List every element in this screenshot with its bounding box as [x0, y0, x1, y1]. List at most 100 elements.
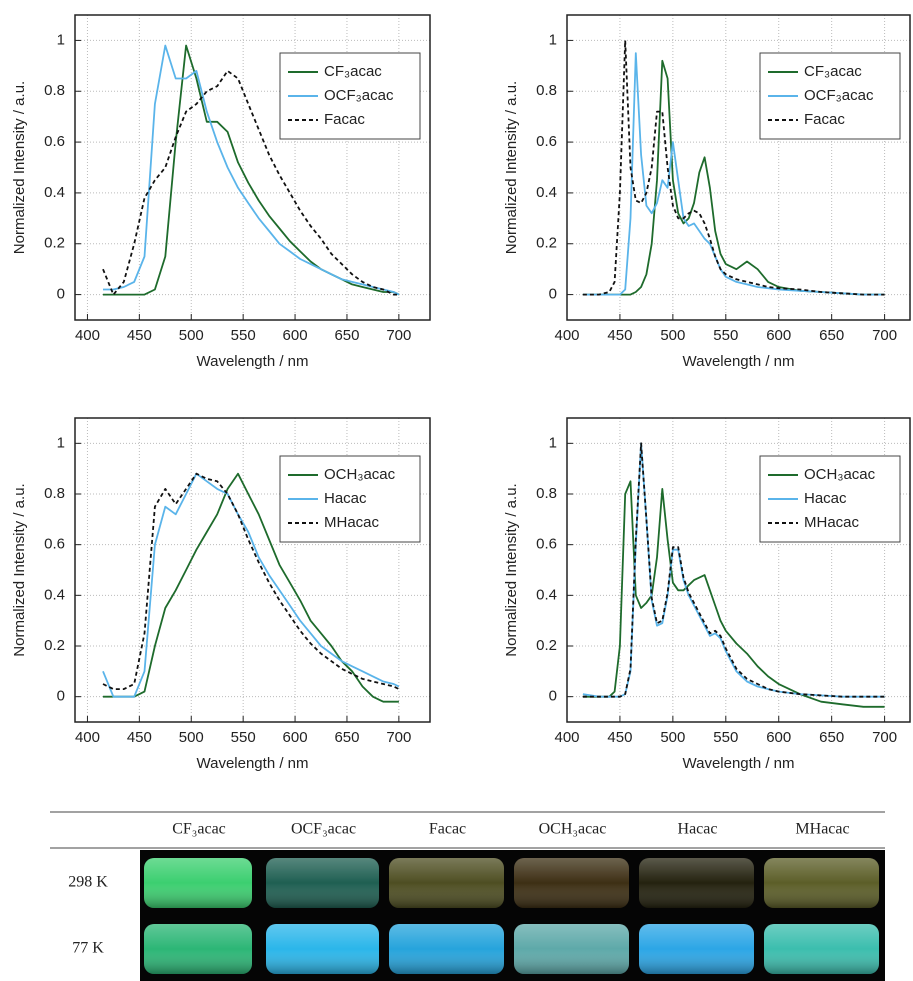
series-line — [582, 480, 885, 708]
legend-box — [279, 455, 421, 543]
x-tick-label: 400 — [554, 729, 579, 746]
y-tick-label: 0.2 — [44, 235, 65, 252]
chart: 0 0.2 0.4 0.6 0.8 1 400 450 500 550 600 650 700 Wavel… — [11, 417, 431, 772]
y-tick-label: 0.6 — [44, 536, 65, 553]
y-tick-label: 0.4 — [536, 184, 557, 201]
x-tick-label: 600 — [283, 729, 308, 746]
x-tick-label: 500 — [660, 729, 685, 746]
y-tick-label: 0.6 — [536, 133, 557, 150]
x-tick-label: 600 — [766, 327, 791, 344]
vial-shading — [266, 924, 379, 974]
x-axis-label: Wavelength / nm — [683, 755, 795, 772]
y-tick-label: 0.4 — [44, 184, 65, 201]
legend-label: Facac — [804, 111, 845, 128]
y-tick-label: 0.2 — [536, 637, 557, 654]
y-tick-label: 0.8 — [536, 485, 557, 502]
x-tick-label: 650 — [334, 729, 359, 746]
column-header: Hacac — [678, 821, 718, 838]
x-tick-label: 600 — [766, 729, 791, 746]
plot-frame — [566, 14, 911, 321]
series-line — [103, 44, 400, 296]
row-label: 77 K — [72, 940, 104, 957]
plot-lines — [102, 44, 400, 296]
legend-label: Facac — [324, 111, 365, 128]
vial-shading — [389, 858, 504, 908]
x-tick-label: 450 — [607, 327, 632, 344]
x-tick-label: 550 — [713, 729, 738, 746]
column-header: MHacac — [795, 821, 849, 838]
y-tick-label: 0.2 — [44, 637, 65, 654]
chart: 0 0.2 0.4 0.6 0.8 1 400 450 500 550 600 650 700 Wavel… — [503, 14, 911, 370]
x-tick-label: 550 — [231, 729, 256, 746]
y-tick-label: 0 — [549, 688, 557, 705]
series-line — [103, 472, 399, 703]
x-axis-label: Wavelength / nm — [197, 755, 309, 772]
x-tick-label: 650 — [334, 327, 359, 344]
plot-lines — [102, 472, 400, 703]
photo-background — [140, 850, 885, 981]
vial-shading — [514, 858, 629, 908]
column-header: Facac — [429, 821, 466, 838]
chart: 0 0.2 0.4 0.6 0.8 1 400 450 500 550 600 650 700 Wavel… — [11, 14, 431, 370]
legend-label: OCF₃acac — [804, 87, 874, 104]
plot-lines — [582, 39, 885, 296]
vial-shading — [144, 858, 252, 908]
legend-label: MHacac — [324, 514, 380, 531]
y-tick-label: 0 — [549, 286, 557, 303]
series-line — [582, 52, 885, 296]
x-tick-label: 400 — [554, 327, 579, 344]
series-line — [102, 472, 400, 690]
x-tick-label: 700 — [872, 729, 897, 746]
series-line — [582, 442, 885, 698]
y-tick-label: 0.8 — [44, 82, 65, 99]
legend-label: MHacac — [804, 514, 860, 531]
plot-frame — [566, 417, 911, 723]
vial-shading — [389, 924, 504, 974]
x-tick-label: 400 — [75, 327, 100, 344]
y-axis-label: Normalized Intensity / a.u. — [11, 81, 28, 254]
y-tick-label: 1 — [549, 31, 557, 48]
plot-frame — [74, 14, 431, 321]
column-header: OCH₃acac — [539, 821, 607, 838]
series-line — [102, 70, 399, 296]
legend-label: OCH₃acac — [804, 466, 876, 483]
legend-label: Hacac — [804, 490, 847, 507]
vial-shading — [764, 858, 879, 908]
x-axis-label: Wavelength / nm — [197, 353, 309, 370]
vial-shading — [266, 858, 379, 908]
x-tick-label: 450 — [127, 327, 152, 344]
y-tick-label: 0.2 — [536, 235, 557, 252]
x-tick-label: 650 — [819, 729, 844, 746]
x-tick-label: 700 — [872, 327, 897, 344]
x-tick-label: 550 — [713, 327, 738, 344]
y-tick-label: 0.8 — [536, 82, 557, 99]
x-tick-label: 400 — [75, 729, 100, 746]
x-tick-label: 700 — [386, 729, 411, 746]
vial-shading — [514, 924, 629, 974]
x-tick-label: 450 — [607, 729, 632, 746]
series-line — [582, 39, 885, 296]
series-line — [103, 44, 400, 296]
x-tick-label: 500 — [179, 327, 204, 344]
y-tick-label: 0 — [57, 286, 65, 303]
vial-shading — [639, 924, 754, 974]
vial-shading — [144, 924, 252, 974]
series-line — [582, 59, 885, 296]
row-label: 298 K — [68, 874, 108, 891]
y-tick-label: 0.4 — [44, 586, 65, 603]
y-tick-label: 0.8 — [44, 485, 65, 502]
y-axis-label: Normalized Intensity / a.u. — [11, 483, 28, 656]
legend-label: CF₃acac — [324, 63, 382, 80]
vial-shading — [764, 924, 879, 974]
y-tick-label: 1 — [57, 31, 65, 48]
legend-label: Hacac — [324, 490, 367, 507]
plot-frame — [74, 417, 431, 723]
y-tick-label: 0.6 — [536, 536, 557, 553]
y-tick-label: 0.6 — [44, 133, 65, 150]
x-tick-label: 450 — [127, 729, 152, 746]
x-axis-label: Wavelength / nm — [683, 353, 795, 370]
vial-shading — [639, 858, 754, 908]
legend-label: OCH₃acac — [324, 466, 396, 483]
x-tick-label: 550 — [231, 327, 256, 344]
